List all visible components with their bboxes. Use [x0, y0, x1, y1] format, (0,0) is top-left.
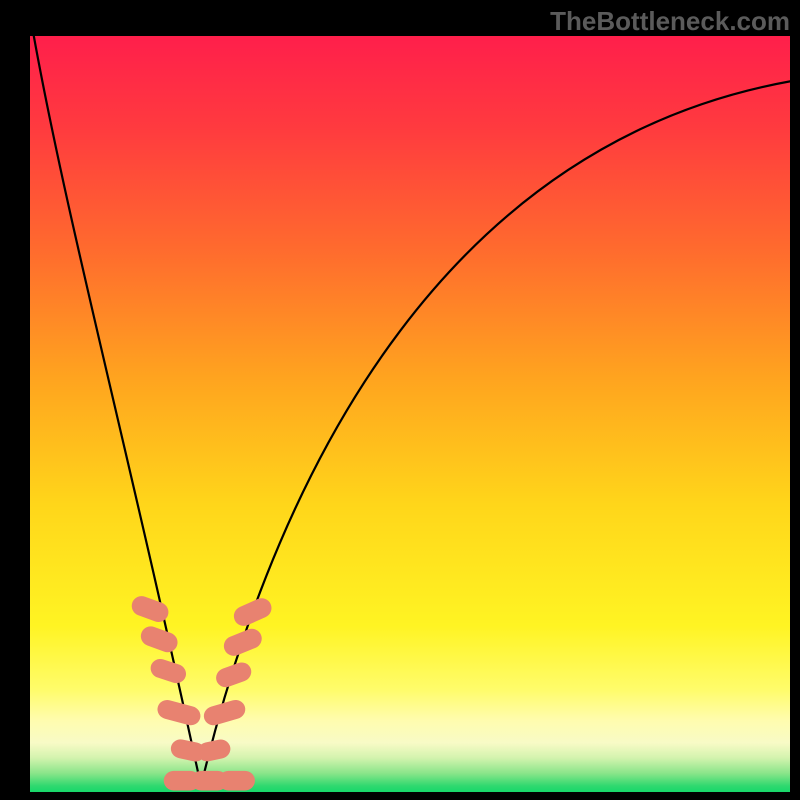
plot-area — [30, 36, 790, 792]
watermark-text: TheBottleneck.com — [550, 6, 790, 37]
plot-background — [30, 36, 790, 792]
plot-svg — [30, 36, 790, 792]
marker-bottom-right — [218, 771, 254, 791]
